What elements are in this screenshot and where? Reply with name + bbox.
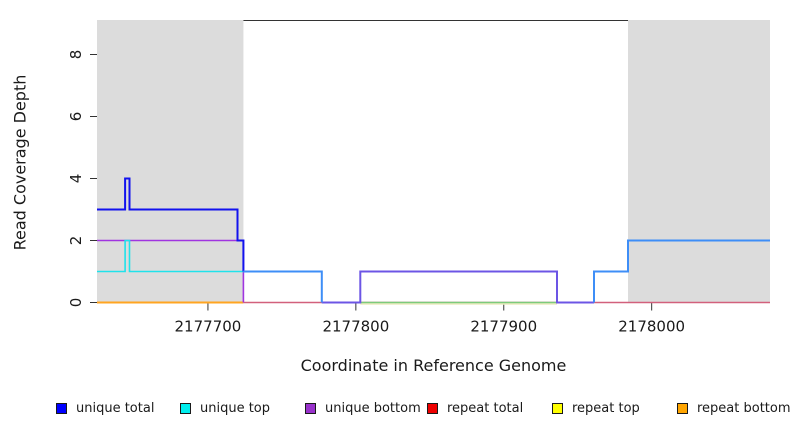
x-axis-title: Coordinate in Reference Genome — [300, 356, 567, 375]
legend-swatch-icon — [552, 402, 563, 414]
legend-label: repeat total — [447, 400, 524, 416]
legend-item-repeat-total: repeat total — [427, 398, 523, 418]
legend-item-repeat-top: repeat top — [552, 398, 640, 418]
legend-item-repeat-bottom: repeat bottom — [677, 398, 791, 418]
x-tick-label: 2177700 — [175, 318, 242, 336]
legend-label: repeat bottom — [697, 400, 791, 416]
legend-swatch-icon — [56, 402, 67, 414]
x-tick-label: 2177800 — [322, 318, 389, 336]
y-tick-label: 6 — [67, 112, 85, 122]
legend-label: unique bottom — [325, 400, 421, 416]
series-line-bright-blue-step-b — [593, 239, 770, 303]
legend: unique total unique top unique bottom repea… — [0, 398, 792, 422]
legend-swatch-icon — [305, 402, 316, 414]
legend-label: repeat top — [572, 400, 640, 416]
series-line-unique-top-left — [97, 239, 244, 273]
series-line-unique-total-left — [97, 177, 245, 272]
y-tick-label: 2 — [67, 236, 85, 246]
repeat-region-band — [628, 20, 770, 303]
legend-label: unique total — [76, 400, 155, 416]
legend-swatch-icon — [677, 402, 688, 414]
repeat-region-band — [97, 20, 244, 303]
series-line-bright-blue-step-a — [243, 270, 323, 303]
legend-label: unique top — [200, 400, 271, 416]
y-axis-title: Read Coverage Depth — [10, 74, 30, 251]
x-tick-label: 2178000 — [618, 318, 685, 336]
series-line-middle-violet-step — [321, 270, 594, 304]
y-tick-label: 8 — [67, 50, 85, 60]
y-tick-label: 0 — [67, 298, 85, 308]
legend-item-unique-bottom: unique bottom — [305, 398, 421, 418]
legend-swatch-icon — [180, 402, 191, 414]
legend-item-unique-top: unique top — [180, 398, 270, 418]
y-tick-label: 4 — [67, 174, 85, 184]
legend-swatch-icon — [427, 402, 438, 414]
x-tick-label: 2177900 — [470, 318, 537, 336]
legend-item-unique-total: unique total — [56, 398, 154, 418]
